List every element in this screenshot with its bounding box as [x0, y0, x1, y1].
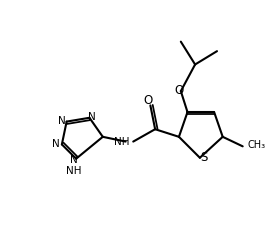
Text: N: N: [88, 112, 96, 122]
Text: N: N: [52, 139, 60, 149]
Text: S: S: [200, 151, 207, 164]
Text: N: N: [58, 116, 66, 126]
Text: O: O: [143, 94, 152, 107]
Text: CH₃: CH₃: [247, 140, 265, 150]
Text: O: O: [174, 84, 184, 97]
Text: NH: NH: [66, 166, 82, 176]
Text: NH: NH: [114, 137, 130, 147]
Text: N: N: [70, 155, 78, 165]
